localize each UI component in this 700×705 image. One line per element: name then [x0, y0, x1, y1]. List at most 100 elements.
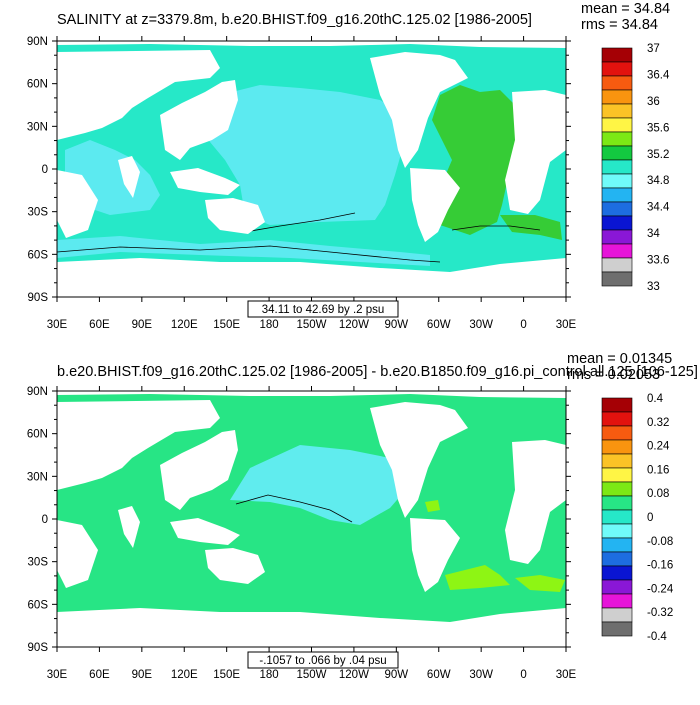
bottom-lat-label: 90S [28, 642, 49, 654]
top-colorbar-swatch [601, 47, 633, 63]
bottom-land-masks [57, 391, 566, 647]
top-lat-label: 90N [27, 36, 48, 48]
top-land-europe-africa [505, 90, 566, 214]
bottom-colorbar-swatch [601, 397, 633, 413]
bottom-map-regions [230, 445, 565, 592]
top-colorbar-label: 33 [647, 281, 660, 293]
bottom-colorbar-label: 0.08 [647, 488, 669, 500]
top-contour-atlantic [451, 225, 541, 231]
bottom-colorbar-swatch [601, 565, 633, 581]
top-map-title: SALINITY at z=3379.8m, b.e20.BHIST.f09_g… [57, 12, 532, 28]
bottom-land-europe-africa [505, 440, 566, 564]
bottom-lon-label: 0 [520, 669, 526, 681]
top-colorbar-swatch [601, 103, 633, 119]
top-colorbar-swatch [601, 201, 633, 217]
top-lat-label: 60N [27, 79, 48, 91]
top-colorbar-swatch [601, 145, 633, 161]
bottom-lat-label: 0 [42, 514, 48, 526]
top-land-americas-north [370, 52, 468, 168]
bottom-land-asia-east [160, 430, 238, 510]
top-lat-label: 60S [28, 249, 49, 261]
top-southern-ocean-band [57, 236, 430, 266]
top-land-indonesia [170, 168, 240, 195]
bottom-lon-label: 60E [89, 669, 110, 681]
bottom-colorbar-label: -0.08 [647, 536, 673, 548]
bottom-land-india [118, 506, 140, 548]
top-colorbar-swatch [601, 257, 633, 273]
bottom-land-indonesia [170, 518, 240, 545]
bottom-colorbar-swatch [601, 411, 633, 427]
bottom-map-panel: b.e20.BHIST.f09_g16.20thC.125.02 [1986-2… [0, 350, 700, 700]
top-colorbar-swatch [601, 159, 633, 175]
top-map-panel: SALINITY at z=3379.8m, b.e20.BHIST.f09_g… [0, 0, 700, 350]
bottom-lon-label: 30E [47, 669, 68, 681]
bottom-lon-label: 30W [469, 669, 493, 681]
bottom-colorbar-swatch [601, 607, 633, 623]
bottom-colorbar-label: -0.4 [647, 631, 667, 643]
bottom-colorbar-swatch [601, 481, 633, 497]
bottom-colorbar-label: 0.16 [647, 464, 669, 476]
top-colorbar-swatch [601, 187, 633, 203]
top-land-africa [57, 170, 98, 238]
top-lon-label: 60W [427, 319, 451, 331]
top-colorbar-swatch [601, 243, 633, 259]
top-lon-label: 150E [213, 319, 240, 331]
bottom-lat-label: 60S [28, 599, 49, 611]
bottom-lime-north [425, 500, 440, 512]
top-land-americas-south [410, 168, 460, 242]
top-lon-ticks: 30E 60E 90E 120E 150E 180 150W 120W 90W 60W 30W 0 30… [47, 36, 577, 331]
top-atlantic-south [500, 215, 562, 240]
bottom-contour-pacific [235, 494, 353, 523]
bottom-colorbar-swatch [601, 509, 633, 525]
bottom-colorbar-swatch [601, 467, 633, 483]
top-land-australia [205, 198, 265, 234]
top-colorbar-label: 33.6 [647, 255, 669, 267]
bottom-map-figure: b.e20.BHIST.f09_g16.20thC.125.02 [1986-2… [27, 351, 698, 681]
bottom-colorbar-label: -0.32 [647, 607, 673, 619]
top-colorbar-label: 35.6 [647, 122, 669, 134]
top-lon-label: 90E [132, 319, 153, 331]
top-lon-label: 30W [469, 319, 493, 331]
bottom-lime-east [515, 575, 565, 592]
top-land-masks [57, 41, 566, 297]
top-lon-label: 0 [520, 319, 526, 331]
top-lon-label: 30E [556, 319, 577, 331]
bottom-lat-label: 30N [27, 471, 48, 483]
bottom-colorbar-swatch [601, 537, 633, 553]
top-lon-label: 60E [89, 319, 110, 331]
bottom-lon-label: 120E [171, 669, 198, 681]
top-colorbar-label: 36.4 [647, 69, 670, 81]
bottom-map-title: b.e20.BHIST.f09_g16.20thC.125.02 [1986-2… [57, 364, 698, 380]
top-colorbar-label: 34.8 [647, 175, 669, 187]
bottom-colorbar-swatch [601, 495, 633, 511]
bottom-colorbar-label: 0.32 [647, 417, 669, 429]
bottom-lon-label: 30E [556, 669, 577, 681]
top-rms-label: rms = 34.84 [581, 17, 658, 33]
top-contour-pacific [244, 212, 356, 233]
top-colorbar-swatch [601, 131, 633, 147]
top-lon-label: 120W [339, 319, 369, 331]
top-land-india [118, 156, 140, 198]
bottom-land-americas-north [370, 402, 468, 518]
top-colorbar-label: 35.2 [647, 149, 669, 161]
top-land-arctic [57, 41, 566, 48]
bottom-colorbar-swatch [601, 523, 633, 539]
top-range-box [247, 300, 399, 318]
top-lon-label: 150W [296, 319, 326, 331]
top-colorbar: 37 36.4 36 35.6 35.2 34.8 34.4 34 33.6 33 [601, 43, 670, 293]
bottom-mean-label: mean = 0.01345 [567, 351, 672, 367]
bottom-lon-ticks: 30E 60E 90E 120E 150E 180 150W 120W 90W 60W 30W 0 30… [47, 386, 577, 681]
bottom-pacific-north [230, 445, 410, 525]
top-lon-label: 180 [259, 319, 278, 331]
bottom-colorbar-swatch [601, 439, 633, 455]
bottom-lon-label: 150W [296, 669, 326, 681]
top-colorbar-label: 34 [647, 228, 660, 240]
top-land-antarctica [57, 258, 566, 297]
top-lat-label: 30N [27, 121, 48, 133]
top-mean-label: mean = 34.84 [581, 1, 670, 17]
top-lat-ticks: 90N 60N 30N 0 30S 60S 90S [27, 36, 571, 304]
bottom-lat-label: 60N [27, 429, 48, 441]
bottom-land-antarctica [57, 608, 566, 647]
bottom-lime-atlantic-south [445, 565, 510, 590]
bottom-lat-ticks: 90N 60N 30N 0 30S 60S 90S [27, 386, 571, 654]
